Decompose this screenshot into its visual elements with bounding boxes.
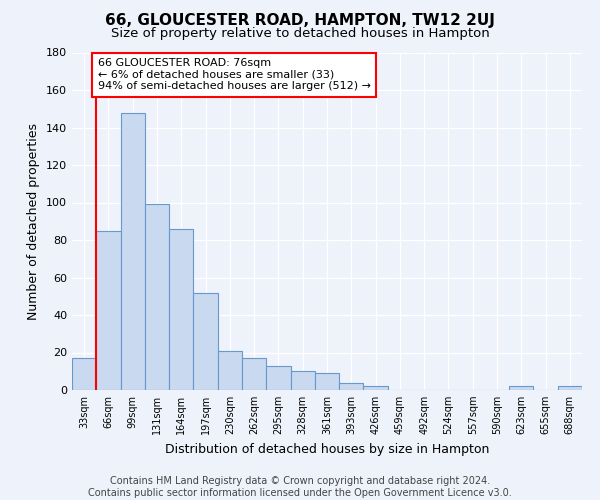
Bar (315, 373, 339, 390)
Bar (339, 382, 364, 390)
Text: Contains HM Land Registry data © Crown copyright and database right 2024.
Contai: Contains HM Land Registry data © Crown c… (88, 476, 512, 498)
Bar (193, 292, 218, 390)
Bar (290, 371, 315, 390)
Bar (266, 366, 290, 390)
Bar (121, 112, 145, 390)
Bar (509, 386, 533, 390)
Text: 66 GLOUCESTER ROAD: 76sqm
← 6% of detached houses are smaller (33)
94% of semi-d: 66 GLOUCESTER ROAD: 76sqm ← 6% of detach… (97, 58, 371, 92)
Bar (218, 350, 242, 390)
Text: 66, GLOUCESTER ROAD, HAMPTON, TW12 2UJ: 66, GLOUCESTER ROAD, HAMPTON, TW12 2UJ (105, 12, 495, 28)
Bar (242, 358, 266, 390)
Bar (145, 204, 169, 390)
Bar (72, 358, 96, 390)
Bar (558, 386, 582, 390)
Bar (96, 230, 121, 390)
Bar (364, 386, 388, 390)
X-axis label: Distribution of detached houses by size in Hampton: Distribution of detached houses by size … (165, 442, 489, 456)
Y-axis label: Number of detached properties: Number of detached properties (28, 122, 40, 320)
Bar (169, 229, 193, 390)
Text: Size of property relative to detached houses in Hampton: Size of property relative to detached ho… (110, 28, 490, 40)
